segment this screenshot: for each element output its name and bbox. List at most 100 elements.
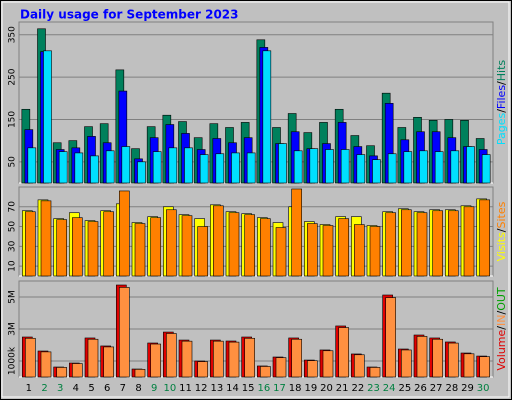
- bar: [119, 287, 130, 378]
- y-tick-label: 50: [8, 221, 18, 233]
- bar: [184, 147, 193, 184]
- bar: [450, 150, 460, 184]
- legend-item: Volume: [495, 329, 508, 370]
- bar: [354, 354, 365, 378]
- bar: [401, 209, 412, 277]
- y-tick-label: 5M: [8, 290, 18, 304]
- bar: [90, 155, 99, 184]
- bar: [260, 218, 271, 277]
- bar: [372, 159, 381, 184]
- y-tick-label: 250: [8, 68, 18, 85]
- bar: [291, 338, 302, 378]
- x-tick-label: 16: [257, 383, 270, 394]
- bar: [403, 151, 413, 184]
- x-tick-label: 6: [104, 383, 110, 394]
- bar: [119, 190, 130, 277]
- bar: [260, 366, 271, 378]
- bar: [291, 188, 302, 277]
- bar: [103, 211, 114, 277]
- bar: [309, 148, 319, 184]
- x-tick-label: 11: [179, 383, 192, 394]
- x-tick-label: 3: [57, 383, 63, 394]
- x-tick-label: 5: [88, 383, 94, 394]
- x-tick-label: 28: [445, 383, 458, 394]
- bar: [262, 50, 272, 184]
- x-tick-label: 24: [383, 383, 396, 394]
- bar: [87, 221, 99, 277]
- bar: [121, 146, 131, 184]
- bar: [322, 350, 334, 378]
- bar: [134, 369, 146, 378]
- x-tick-label: 14: [226, 383, 239, 394]
- bar: [197, 226, 208, 277]
- bar: [401, 349, 412, 378]
- bar: [432, 338, 443, 378]
- legend: Volume/IN/OUT: [495, 287, 508, 371]
- bar: [419, 150, 428, 184]
- bar: [215, 153, 225, 184]
- bar: [150, 343, 161, 378]
- bar: [150, 217, 161, 277]
- x-tick-label: 4: [73, 383, 79, 394]
- x-tick-label: 20: [320, 383, 333, 394]
- bar: [213, 205, 224, 277]
- bar: [479, 356, 490, 378]
- x-tick-label: 13: [210, 383, 223, 394]
- bar: [479, 199, 490, 277]
- bar: [27, 147, 37, 184]
- bar: [463, 353, 475, 378]
- bar: [43, 50, 52, 184]
- chart-title: Daily usage for September 2023: [20, 8, 239, 22]
- bar: [168, 147, 178, 184]
- bar: [307, 223, 318, 277]
- bar: [416, 336, 428, 378]
- x-tick-label: 21: [336, 383, 349, 394]
- y-tick-label: 3M: [8, 322, 18, 336]
- bar: [87, 338, 99, 378]
- y-tick-label: 150: [8, 111, 18, 128]
- x-tick-label: 26: [414, 383, 427, 394]
- bar: [387, 153, 397, 184]
- legend-item: Visits: [495, 232, 508, 261]
- bar: [338, 327, 349, 378]
- legend-item: Files: [495, 85, 508, 109]
- bar: [134, 223, 146, 277]
- bar: [72, 363, 83, 378]
- bar: [322, 225, 334, 277]
- bar: [369, 226, 381, 277]
- y-tick-label: 30: [8, 240, 18, 252]
- bar: [416, 212, 428, 277]
- x-tick-label: 9: [151, 383, 157, 394]
- bar: [74, 152, 84, 184]
- bar: [369, 367, 381, 378]
- bar: [40, 200, 52, 277]
- bar: [40, 351, 52, 378]
- y-tick-label: 50: [8, 156, 18, 168]
- bar: [278, 143, 287, 184]
- x-tick-label: 7: [120, 383, 126, 394]
- bar: [181, 215, 193, 277]
- bar: [72, 217, 83, 277]
- bar: [166, 209, 177, 277]
- legend-item: Sites: [495, 201, 508, 228]
- bar: [152, 151, 162, 184]
- bar: [448, 210, 459, 277]
- bar: [307, 360, 318, 378]
- x-tick-label: 12: [195, 383, 208, 394]
- bar: [340, 149, 350, 184]
- legend-separator: /: [495, 81, 508, 85]
- bar: [231, 152, 240, 184]
- bar: [338, 218, 349, 277]
- bar: [385, 212, 396, 277]
- x-tick-label: 23: [367, 383, 380, 394]
- bar: [105, 150, 115, 184]
- x-tick-label: 15: [242, 383, 255, 394]
- y-tick-label: 10: [8, 260, 18, 272]
- x-tick-label: 17: [273, 383, 286, 394]
- bar: [448, 342, 459, 378]
- bar: [246, 152, 256, 184]
- bar: [244, 214, 255, 277]
- y-tick-label: 70: [8, 201, 18, 213]
- x-tick-label: 10: [163, 383, 176, 394]
- x-tick-label: 18: [289, 383, 302, 394]
